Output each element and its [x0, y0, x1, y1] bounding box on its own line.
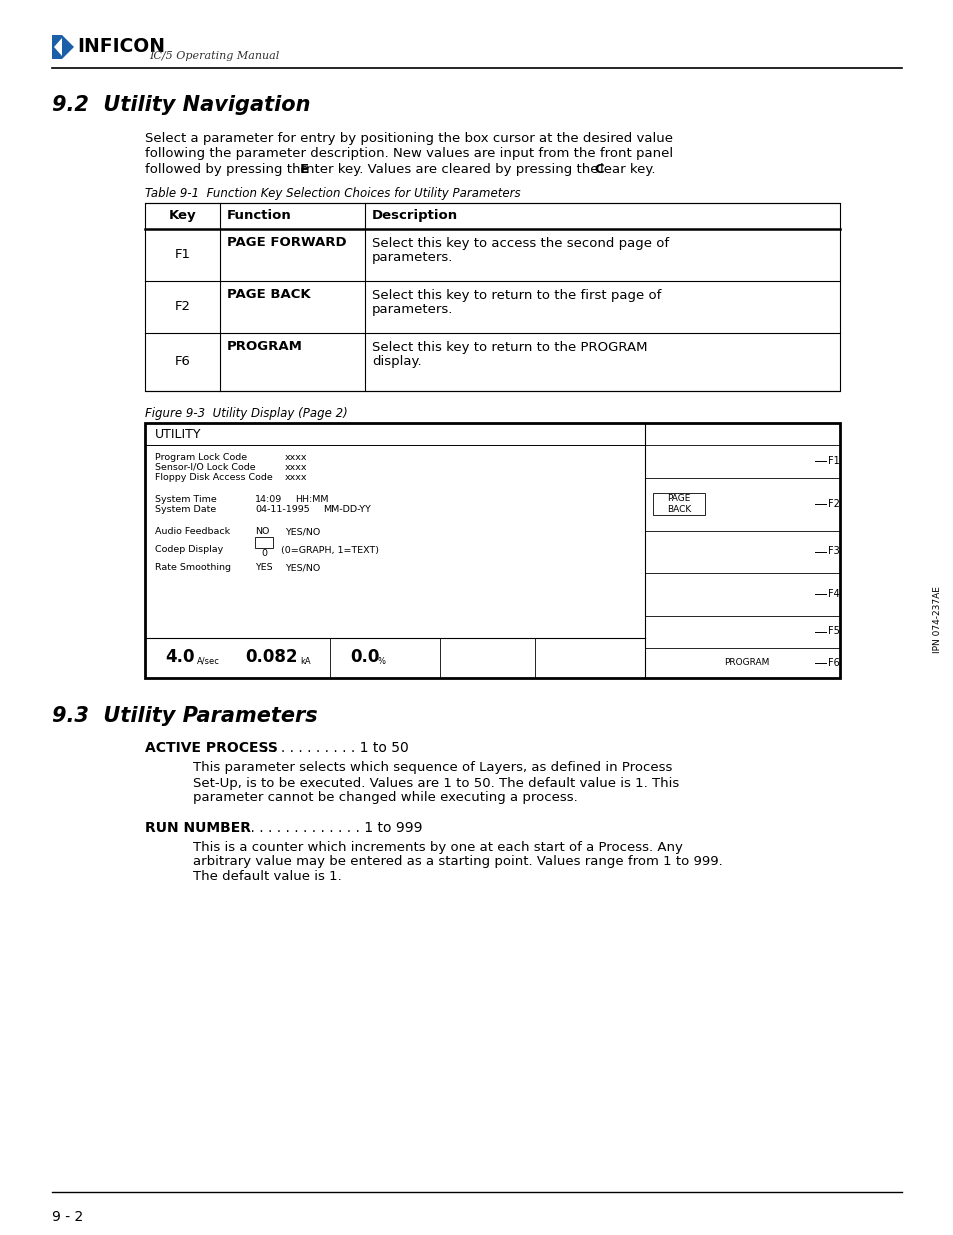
- Text: display.: display.: [372, 354, 421, 368]
- Text: PAGE BACK: PAGE BACK: [227, 289, 311, 301]
- Text: F5: F5: [827, 626, 839, 636]
- Bar: [145, 422, 840, 678]
- Text: following the parameter description. New values are input from the front panel: following the parameter description. New…: [145, 147, 673, 161]
- Text: Figure 9-3  Utility Display (Page 2): Figure 9-3 Utility Display (Page 2): [145, 406, 348, 420]
- Text: F4: F4: [827, 589, 839, 599]
- Text: Select this key to return to the first page of: Select this key to return to the first p…: [372, 289, 660, 301]
- Text: Function: Function: [227, 209, 292, 222]
- Text: 0.0: 0.0: [350, 648, 379, 667]
- Text: Codep Display: Codep Display: [154, 546, 223, 555]
- Text: 04-11-1995: 04-11-1995: [254, 505, 310, 515]
- Text: 4.0: 4.0: [165, 648, 194, 667]
- Text: System Time: System Time: [154, 494, 216, 504]
- Text: 0: 0: [261, 548, 267, 557]
- Text: xxxx: xxxx: [285, 452, 307, 462]
- Text: HH:MM: HH:MM: [294, 494, 328, 504]
- Text: IC/5 Operating Manual: IC/5 Operating Manual: [149, 51, 279, 61]
- Text: ACTIVE PROCESS: ACTIVE PROCESS: [145, 741, 277, 756]
- Bar: [652, 493, 704, 515]
- Text: Select this key to return to the PROGRAM: Select this key to return to the PROGRAM: [372, 341, 647, 353]
- Text: . . . . . . . . . . . . . . . 1 to 999: . . . . . . . . . . . . . . . 1 to 999: [233, 820, 422, 835]
- Text: 14:09: 14:09: [254, 494, 282, 504]
- Text: E: E: [299, 163, 309, 177]
- Text: 9 - 2: 9 - 2: [52, 1210, 83, 1224]
- Text: PROGRAM: PROGRAM: [723, 658, 769, 667]
- Text: parameter cannot be changed while executing a process.: parameter cannot be changed while execut…: [193, 792, 578, 804]
- Bar: [254, 536, 273, 547]
- Text: Table 9-1  Function Key Selection Choices for Utility Parameters: Table 9-1 Function Key Selection Choices…: [145, 186, 520, 200]
- Text: System Date: System Date: [154, 505, 216, 515]
- Text: C: C: [594, 163, 603, 177]
- Text: PROGRAM: PROGRAM: [227, 341, 302, 353]
- Text: MM-DD-YY: MM-DD-YY: [323, 505, 371, 515]
- Text: (0=GRAPH, 1=TEXT): (0=GRAPH, 1=TEXT): [281, 546, 378, 555]
- Text: F1: F1: [827, 456, 839, 466]
- Text: F2: F2: [174, 300, 191, 312]
- Text: Sensor-I/O Lock Code: Sensor-I/O Lock Code: [154, 462, 255, 472]
- Text: UTILITY: UTILITY: [154, 429, 201, 441]
- Text: Select a parameter for entry by positioning the box cursor at the desired value: Select a parameter for entry by position…: [145, 132, 672, 144]
- Text: NO: NO: [254, 527, 269, 536]
- Text: YES/NO: YES/NO: [285, 527, 320, 536]
- Text: F2: F2: [827, 499, 839, 509]
- Text: xxxx: xxxx: [285, 473, 307, 482]
- Polygon shape: [52, 35, 74, 59]
- Text: RUN NUMBER: RUN NUMBER: [145, 820, 251, 835]
- Text: Key: Key: [169, 209, 196, 222]
- Text: Set-Up, is to be executed. Values are 1 to 50. The default value is 1. This: Set-Up, is to be executed. Values are 1 …: [193, 777, 679, 789]
- Text: Audio Feedback: Audio Feedback: [154, 527, 230, 536]
- Text: arbitrary value may be entered as a starting point. Values range from 1 to 999.: arbitrary value may be entered as a star…: [193, 856, 722, 868]
- Text: lear key.: lear key.: [599, 163, 655, 177]
- Text: xxxx: xxxx: [285, 462, 307, 472]
- Text: Select this key to access the second page of: Select this key to access the second pag…: [372, 236, 668, 249]
- Text: kA: kA: [299, 657, 311, 666]
- Text: parameters.: parameters.: [372, 251, 453, 264]
- Text: 9.2  Utility Navigation: 9.2 Utility Navigation: [52, 95, 310, 115]
- Text: Description: Description: [372, 209, 457, 222]
- Text: A/sec: A/sec: [196, 657, 219, 666]
- Text: 0.082: 0.082: [245, 648, 297, 667]
- Text: YES/NO: YES/NO: [285, 563, 320, 573]
- Text: F3: F3: [827, 547, 839, 557]
- Text: parameters.: parameters.: [372, 303, 453, 316]
- Text: The default value is 1.: The default value is 1.: [193, 871, 341, 883]
- Text: F6: F6: [827, 657, 839, 667]
- Text: This parameter selects which sequence of Layers, as defined in Process: This parameter selects which sequence of…: [193, 762, 672, 774]
- Text: Floppy Disk Access Code: Floppy Disk Access Code: [154, 473, 273, 482]
- Bar: [145, 203, 840, 390]
- Text: Rate Smoothing: Rate Smoothing: [154, 563, 231, 573]
- Text: PAGE FORWARD: PAGE FORWARD: [227, 236, 346, 249]
- Text: This is a counter which increments by one at each start of a Process. Any: This is a counter which increments by on…: [193, 841, 682, 853]
- Text: 9.3  Utility Parameters: 9.3 Utility Parameters: [52, 705, 317, 725]
- Text: IPN 074-237AE: IPN 074-237AE: [933, 587, 942, 653]
- Text: F1: F1: [174, 248, 191, 261]
- Polygon shape: [54, 38, 62, 56]
- Text: F6: F6: [174, 354, 191, 368]
- Text: %: %: [377, 657, 386, 666]
- Text: nter key. Values are cleared by pressing the: nter key. Values are cleared by pressing…: [306, 163, 602, 177]
- Text: YES: YES: [254, 563, 273, 573]
- Text: . . . . . . . . . . . 1 to 50: . . . . . . . . . . . 1 to 50: [258, 741, 408, 756]
- Text: PAGE
BACK: PAGE BACK: [666, 494, 690, 514]
- Text: Program Lock Code: Program Lock Code: [154, 452, 247, 462]
- Text: followed by pressing the: followed by pressing the: [145, 163, 313, 177]
- Text: INFICON: INFICON: [77, 37, 165, 56]
